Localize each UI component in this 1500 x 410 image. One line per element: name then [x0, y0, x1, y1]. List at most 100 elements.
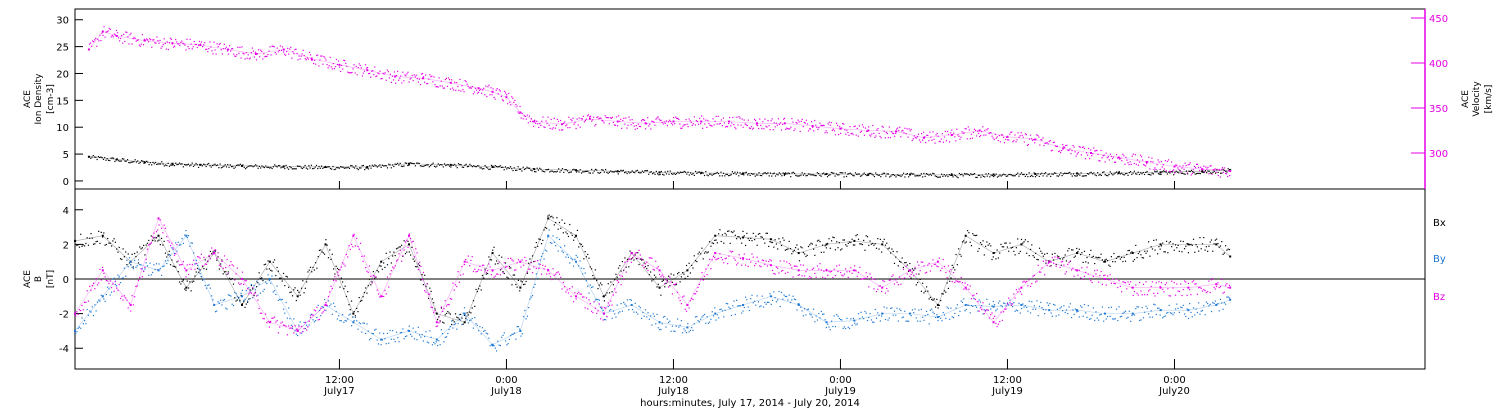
velocity-series-1-sample	[477, 91, 480, 93]
field-series-0-sample	[371, 281, 373, 283]
velocity-series-1-sample	[103, 26, 105, 28]
velocity-series-1-sample	[678, 118, 680, 121]
field-series-1-sample	[159, 268, 161, 270]
density-series-0-sample	[853, 175, 855, 177]
field-series-0-sample	[1209, 241, 1211, 243]
field-series-0-sample	[1041, 252, 1043, 254]
field-series-1-sample	[1096, 317, 1098, 319]
field-series-2-sample	[137, 279, 140, 282]
field-series-0-sample	[1045, 262, 1047, 264]
density-series-0-sample	[133, 161, 135, 163]
field-series-2-sample	[217, 252, 219, 254]
field-series-0-sample	[1037, 259, 1039, 261]
velocity-series-1-sample	[609, 117, 611, 119]
density-series-0-sample	[386, 167, 389, 169]
field-series-2-sample	[196, 256, 199, 258]
field-tick-label: -4	[59, 344, 69, 355]
field-series-2-sample	[502, 271, 504, 274]
density-series-0-sample	[322, 167, 324, 170]
field-series-2-sample	[1096, 269, 1098, 271]
density-series-0-sample	[1037, 173, 1039, 175]
field-series-2-sample	[638, 249, 640, 252]
field-series-2-sample	[905, 265, 907, 268]
field-series-1-sample	[434, 343, 436, 345]
density-series-0-sample	[634, 172, 636, 174]
density-series-0-sample	[889, 176, 891, 178]
velocity-series-1-sample	[1077, 152, 1079, 154]
velocity-series-1-sample	[304, 57, 306, 60]
velocity-series-1-sample	[344, 60, 346, 62]
field-series-0-sample	[757, 233, 760, 235]
field-series-0-sample	[1044, 253, 1046, 255]
velocity-series-1-sample	[775, 122, 777, 124]
field-series-0-sample	[1077, 251, 1079, 253]
field-series-2-sample	[1155, 282, 1157, 284]
field-series-2-sample	[670, 281, 672, 283]
field-series-1-sample	[184, 234, 186, 236]
density-series-0-sample	[759, 174, 761, 177]
velocity-series-1-sample	[318, 65, 320, 67]
velocity-series-1-sample	[381, 77, 383, 80]
field-series-0-sample	[279, 277, 281, 279]
density-series-0-sample	[394, 163, 396, 165]
field-series-0-sample	[306, 281, 308, 283]
field-series-0-sample	[1160, 245, 1163, 247]
field-series-0-sample	[715, 239, 717, 241]
field-series-0-sample	[1132, 260, 1134, 262]
field-series-2-sample	[1204, 290, 1206, 292]
field-series-2-point	[74, 312, 76, 315]
density-series-0-sample	[712, 173, 714, 175]
velocity-series-1-point	[366, 69, 369, 72]
field-series-1-sample	[1122, 312, 1124, 315]
field-series-0-point	[101, 234, 104, 237]
field-series-2-sample	[861, 278, 863, 280]
field-series-2-sample	[1118, 280, 1120, 282]
field-series-2-sample	[508, 267, 511, 269]
density-series-0-sample	[585, 170, 588, 172]
velocity-series-1-sample	[217, 46, 219, 48]
velocity-series-1-sample	[1016, 139, 1018, 141]
field-title-line3: [nT]	[46, 270, 56, 288]
velocity-series-1-sample	[612, 121, 615, 124]
field-series-1-sample	[1186, 308, 1188, 310]
field-series-2-sample	[235, 273, 237, 275]
density-series-0-sample	[159, 163, 162, 165]
density-series-0-sample	[163, 165, 165, 167]
velocity-series-1-sample	[1021, 134, 1023, 137]
velocity-series-1-sample	[405, 75, 407, 77]
field-series-2-sample	[800, 264, 802, 266]
velocity-series-1-sample	[105, 31, 107, 33]
field-series-0-sample	[193, 280, 195, 282]
density-series-0-sample	[154, 161, 157, 164]
field-series-0-sample	[344, 285, 346, 287]
field-series-2-sample	[1185, 281, 1187, 283]
field-series-0-sample	[1178, 250, 1181, 252]
field-series-0-sample	[484, 268, 486, 270]
field-series-0-sample	[1010, 247, 1012, 249]
field-series-0-sample	[1055, 263, 1057, 266]
field-series-0-sample	[490, 259, 493, 261]
velocity-series-1-sample	[864, 127, 867, 129]
velocity-series-1-sample	[939, 141, 941, 143]
velocity-series-1-sample	[594, 125, 596, 127]
velocity-series-1-sample	[112, 36, 114, 38]
field-series-0-sample	[653, 274, 656, 276]
velocity-series-1-sample	[349, 72, 351, 74]
field-series-1-sample	[981, 304, 983, 307]
field-series-2-sample	[193, 259, 195, 261]
field-series-2-sample	[932, 259, 934, 261]
velocity-series-1-sample	[274, 51, 276, 54]
field-series-1-point	[714, 312, 717, 315]
density-series-0-sample	[294, 168, 296, 170]
field-series-0-sample	[923, 292, 925, 294]
field-series-2-sample	[1019, 291, 1021, 293]
density-series-0-sample	[876, 173, 878, 176]
velocity-series-1-sample	[417, 81, 420, 83]
field-title-line2: B	[34, 276, 44, 282]
field-series-2-sample	[226, 258, 228, 261]
field-series-0-sample	[1159, 248, 1161, 250]
field-series-2-sample	[1168, 295, 1170, 297]
field-series-1-sample	[1019, 312, 1021, 314]
field-series-0-sample	[556, 217, 558, 219]
field-series-0-sample	[276, 266, 278, 269]
